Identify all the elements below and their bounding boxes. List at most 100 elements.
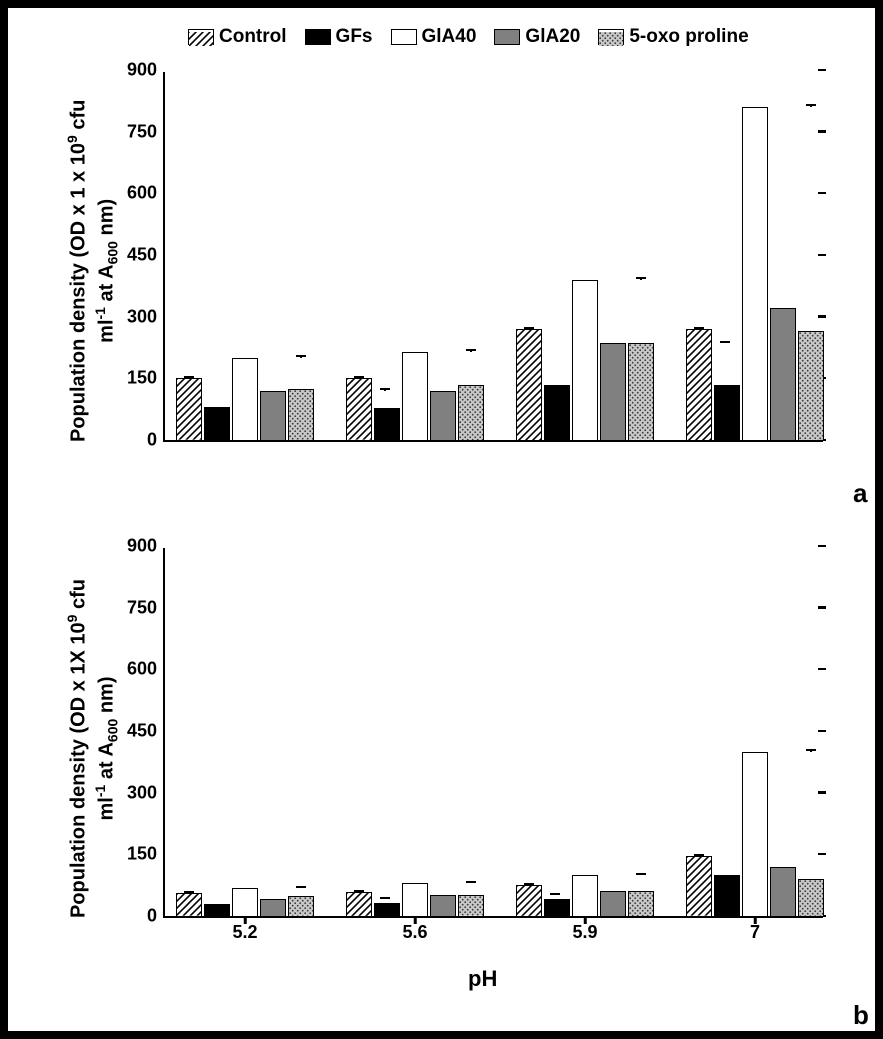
bar <box>346 378 372 440</box>
figure-inner: Control GFs GlA40 GlA20 5-oxo proline Popula… <box>8 8 875 1031</box>
y-tick-label: 0 <box>147 906 165 927</box>
legend-label: Control <box>219 26 287 48</box>
legend-label: GFs <box>336 26 373 48</box>
bar <box>544 385 570 441</box>
legend-swatch <box>391 29 417 45</box>
chart-panel-b: Population density (OD x 1X 109 cfuml-1 … <box>118 538 838 958</box>
bar <box>798 879 824 916</box>
error-bar-cap <box>806 749 816 751</box>
y-tick-label: 900 <box>127 536 165 557</box>
x-tick-label: 5.2 <box>232 916 257 943</box>
error-bar-cap <box>466 349 476 351</box>
bar <box>346 892 372 916</box>
error-bar-cap <box>636 873 646 875</box>
bar <box>458 895 484 916</box>
error-bar-cap <box>354 890 364 892</box>
legend-label: GlA20 <box>525 26 580 48</box>
y-tick-label: 300 <box>127 306 165 327</box>
legend-item: 5-oxo proline <box>598 26 748 48</box>
error-bar-cap <box>296 886 306 888</box>
bar <box>686 329 712 440</box>
bar <box>798 331 824 440</box>
y-tick-mark <box>818 606 826 609</box>
error-bar-cap <box>694 327 704 329</box>
bar <box>374 903 400 916</box>
bar <box>176 893 202 916</box>
bar <box>600 343 626 440</box>
bar <box>714 875 740 916</box>
x-tick-label: 7 <box>750 916 760 943</box>
bar-group <box>176 358 314 440</box>
bar <box>516 329 542 440</box>
bar <box>544 899 570 916</box>
bar <box>770 308 796 440</box>
figure-frame: Control GFs GlA40 GlA20 5-oxo proline Popula… <box>0 0 883 1039</box>
error-bar-cap <box>466 881 476 883</box>
bar <box>232 888 258 916</box>
y-tick-label: 600 <box>127 659 165 680</box>
error-bar-cap <box>636 277 646 279</box>
legend-swatch <box>494 29 520 45</box>
bar <box>260 899 286 916</box>
y-tick-mark <box>818 545 826 548</box>
bar <box>628 343 654 440</box>
y-axis-label-a: Population density (OD x 1 x 109 cfuml-1… <box>64 100 122 442</box>
y-tick-label: 600 <box>127 183 165 204</box>
y-tick-label: 750 <box>127 121 165 142</box>
y-tick-mark <box>818 730 826 733</box>
bar-group <box>346 883 484 916</box>
bar-group <box>516 875 654 916</box>
legend-item: GFs <box>305 26 373 48</box>
error-bar-cap <box>694 854 704 856</box>
bar <box>742 107 768 440</box>
bar <box>628 891 654 916</box>
bar <box>260 391 286 440</box>
legend-label: GlA40 <box>422 26 477 48</box>
error-bar-cap <box>184 376 194 378</box>
y-tick-label: 150 <box>127 368 165 389</box>
y-tick-label: 450 <box>127 245 165 266</box>
bar <box>204 407 230 440</box>
y-tick-mark <box>818 69 826 72</box>
legend-item: GlA40 <box>391 26 477 48</box>
error-bar-cap <box>524 883 534 885</box>
y-tick-label: 300 <box>127 782 165 803</box>
chart-legend: Control GFs GlA40 GlA20 5-oxo proline <box>188 26 749 48</box>
error-bar-cap <box>296 355 306 357</box>
legend-swatch <box>598 29 624 45</box>
plot-area-b: 01503004506007509005.25.65.97 <box>163 548 823 918</box>
bar <box>402 883 428 916</box>
bar <box>770 867 796 916</box>
bar <box>572 280 598 440</box>
bar-group <box>686 752 824 916</box>
bar <box>374 408 400 440</box>
bar <box>176 378 202 440</box>
x-axis-label: pH <box>468 966 497 992</box>
bar <box>232 358 258 440</box>
bar <box>430 895 456 916</box>
y-tick-label: 450 <box>127 721 165 742</box>
panel-letter-b: b <box>853 1000 869 1031</box>
y-tick-label: 750 <box>127 597 165 618</box>
y-tick-label: 900 <box>127 60 165 81</box>
x-tick-label: 5.9 <box>572 916 597 943</box>
legend-label: 5-oxo proline <box>629 26 748 48</box>
bar-group <box>176 888 314 916</box>
y-tick-label: 0 <box>147 430 165 451</box>
x-tick-label: 5.6 <box>402 916 427 943</box>
bar <box>288 896 314 916</box>
legend-swatch <box>188 29 214 45</box>
y-tick-mark <box>818 668 826 671</box>
bar <box>204 904 230 916</box>
error-bar-cap <box>354 376 364 378</box>
bar <box>402 352 428 440</box>
bar-group <box>346 352 484 440</box>
bar <box>742 752 768 916</box>
bar <box>516 885 542 916</box>
chart-panel-a: Population density (OD x 1 x 109 cfuml-1… <box>118 62 838 482</box>
bar <box>458 385 484 441</box>
bar <box>686 856 712 916</box>
y-tick-label: 150 <box>127 844 165 865</box>
bar <box>714 385 740 441</box>
bar <box>600 891 626 916</box>
